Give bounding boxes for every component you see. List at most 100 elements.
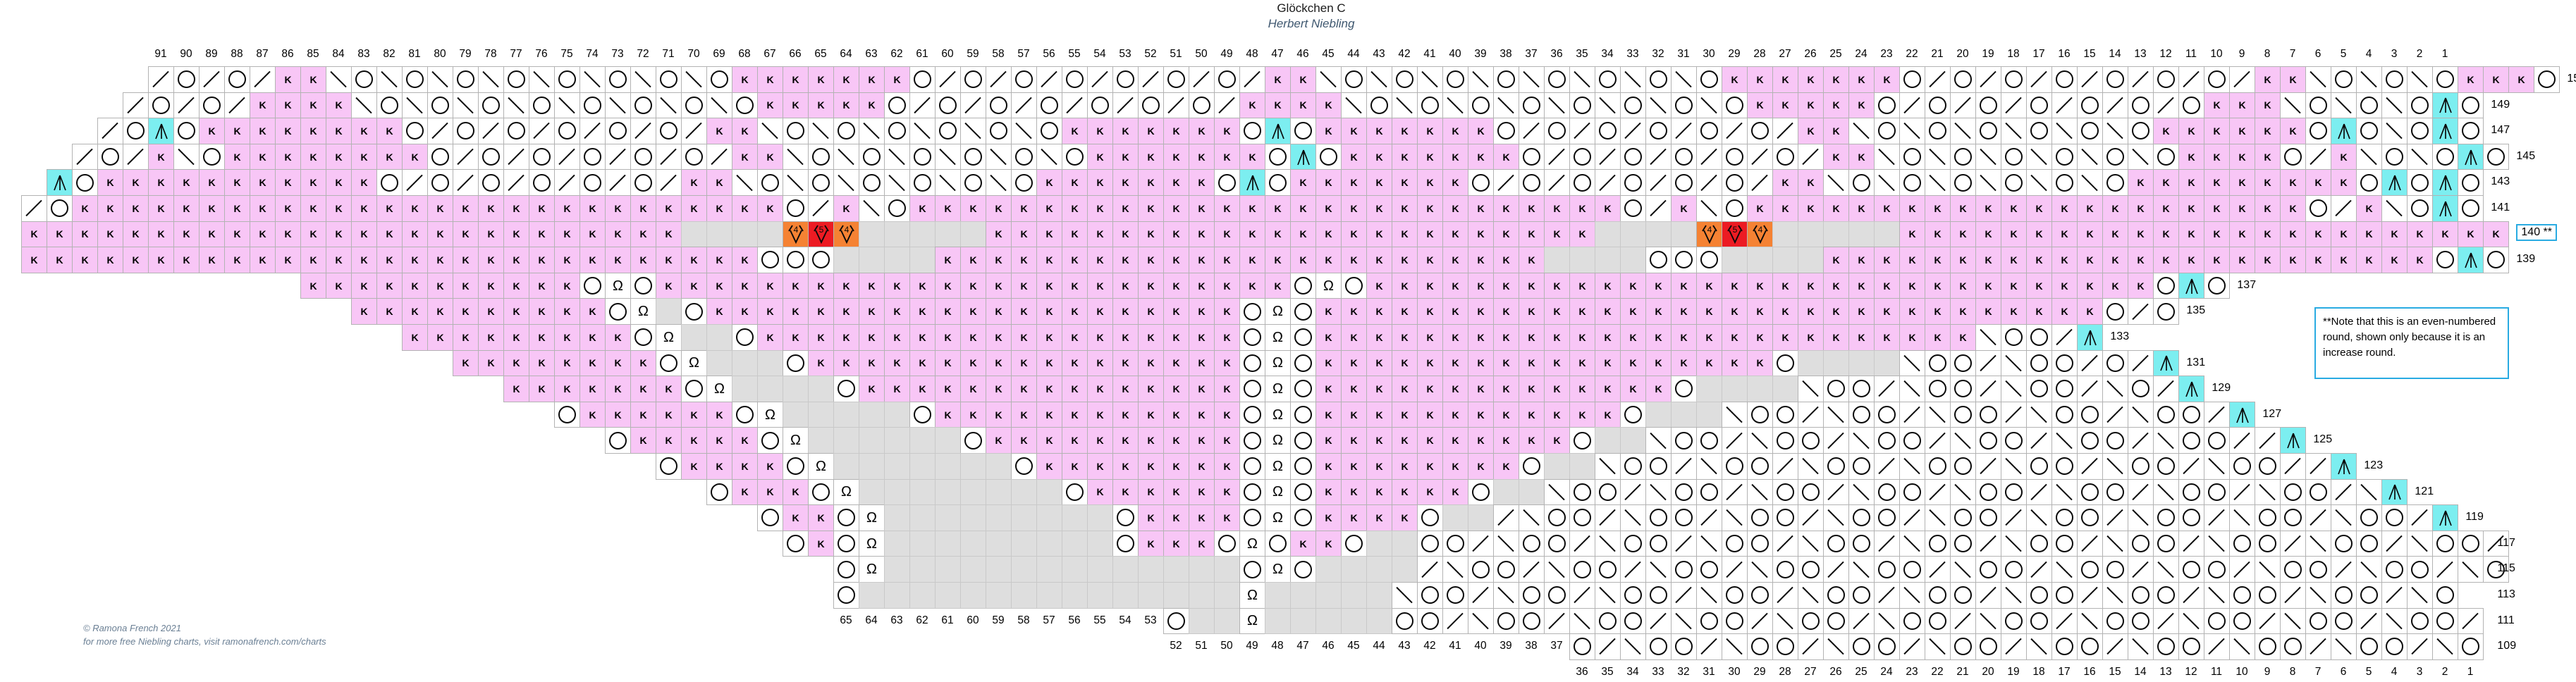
chart-cell: K bbox=[1595, 298, 1621, 325]
knit-symbol: K bbox=[386, 280, 393, 292]
knit-symbol: K bbox=[1528, 228, 1535, 240]
chart-cell: K bbox=[1011, 221, 1037, 248]
knit-symbol: K bbox=[1223, 383, 1231, 395]
ssk-icon bbox=[1519, 505, 1544, 531]
yarnover-icon bbox=[1827, 457, 1845, 476]
knit-symbol: K bbox=[1223, 512, 1231, 523]
k2tog-icon bbox=[1900, 634, 1925, 659]
yarnover-icon bbox=[2056, 535, 2073, 553]
chart-cell bbox=[1874, 92, 1900, 119]
knit-symbol: K bbox=[1172, 486, 1180, 498]
knit-symbol: K bbox=[538, 280, 546, 292]
knit-symbol: K bbox=[995, 280, 1002, 292]
knit-symbol: K bbox=[563, 280, 571, 292]
chart-cell: K bbox=[275, 247, 301, 273]
chart-cell bbox=[1239, 118, 1265, 144]
chart-cell: Ω bbox=[859, 504, 885, 531]
chart-cell: K bbox=[1442, 298, 1468, 325]
chart-cell bbox=[1950, 376, 1976, 402]
knit-symbol: K bbox=[2391, 228, 2398, 240]
knit-symbol: K bbox=[1198, 331, 1206, 343]
knit-symbol: K bbox=[589, 228, 596, 240]
knit-symbol: K bbox=[919, 383, 926, 395]
chart-cell bbox=[2407, 582, 2433, 609]
chart-cell bbox=[2128, 66, 2154, 93]
knit-symbol: K bbox=[2213, 177, 2221, 189]
chart-cell: K bbox=[2001, 247, 2027, 273]
ssk-icon bbox=[1722, 634, 1747, 659]
column-number: 52 bbox=[1170, 640, 1182, 652]
chart-cell: K bbox=[909, 272, 936, 299]
chart-cell: K bbox=[732, 427, 758, 454]
chart-cell bbox=[1950, 582, 1976, 609]
chart-cell: K bbox=[1671, 349, 1697, 377]
knit-symbol: K bbox=[1452, 435, 1459, 447]
chart-cell: K bbox=[2280, 66, 2306, 93]
chart-cell: K bbox=[2102, 247, 2128, 273]
column-number: 47 bbox=[1296, 640, 1309, 652]
knit-symbol: K bbox=[563, 254, 571, 266]
yarnover-icon bbox=[533, 96, 551, 114]
yarnover-icon bbox=[1294, 457, 1312, 476]
k2tog-icon bbox=[1976, 531, 2001, 557]
knit-symbol: K bbox=[614, 357, 622, 369]
make-5-increase-icon: 5 bbox=[1726, 225, 1743, 244]
k2tog-icon bbox=[2204, 634, 2229, 659]
chart-cell bbox=[1544, 66, 1570, 93]
yarnover-icon bbox=[152, 96, 170, 114]
chart-cell bbox=[2458, 92, 2484, 119]
chart-cell bbox=[960, 582, 986, 609]
ssk-icon bbox=[1697, 531, 1722, 557]
chart-cell: K bbox=[1392, 195, 1418, 222]
knit-symbol: K bbox=[2467, 228, 2474, 240]
knit-symbol: K bbox=[208, 254, 216, 266]
k2tog-icon bbox=[2331, 196, 2356, 221]
chart-cell bbox=[2229, 530, 2255, 557]
chart-cell bbox=[402, 66, 428, 93]
knit-symbol: K bbox=[2238, 177, 2246, 189]
central-double-decrease-icon bbox=[2464, 149, 2477, 165]
knit-symbol: K bbox=[233, 125, 241, 137]
chart-cell bbox=[2051, 118, 2078, 144]
chart-cell: K bbox=[1392, 324, 1418, 351]
designer-name: Herbert Niebling bbox=[1268, 17, 1355, 30]
yarnover-icon bbox=[1980, 406, 1997, 424]
chart-cell bbox=[1163, 607, 1189, 635]
yarnover-icon bbox=[1066, 148, 1084, 166]
k2tog-icon bbox=[910, 93, 935, 118]
chart-cell bbox=[1975, 92, 2001, 119]
chart-cell bbox=[1239, 556, 1265, 583]
chart-cell bbox=[1798, 556, 1824, 583]
chart-cell bbox=[2356, 556, 2382, 583]
ssk-icon bbox=[707, 93, 732, 118]
chart-cell: K bbox=[605, 247, 631, 273]
chart-cell bbox=[1899, 169, 1925, 196]
knit-symbol: K bbox=[2264, 177, 2271, 189]
knit-symbol: K bbox=[1020, 435, 1028, 447]
chart-cell: K bbox=[1239, 143, 1265, 170]
chart-cell bbox=[1290, 478, 1316, 506]
k2tog-icon bbox=[682, 118, 706, 144]
column-number: 90 bbox=[180, 48, 192, 60]
k2tog-icon bbox=[1925, 480, 1950, 505]
yarnover-icon bbox=[2081, 122, 2099, 140]
knit-symbol: K bbox=[1122, 331, 1129, 343]
chart-cell bbox=[986, 66, 1012, 93]
k2tog-icon bbox=[2281, 531, 2305, 557]
k2tog-icon bbox=[2128, 299, 2153, 324]
chart-cell: K bbox=[1874, 298, 1900, 325]
chart-cell bbox=[1214, 556, 1240, 583]
ssk-icon bbox=[986, 170, 1011, 195]
column-number: 32 bbox=[1652, 48, 1664, 60]
chart-cell: K bbox=[681, 272, 707, 299]
chart-cell bbox=[1189, 582, 1215, 609]
column-number: 38 bbox=[1499, 48, 1512, 60]
column-number: 89 bbox=[205, 48, 218, 60]
chart-cell bbox=[2026, 376, 2052, 402]
knit-symbol: K bbox=[589, 357, 596, 369]
chart-cell bbox=[2128, 582, 2154, 609]
chart-cell bbox=[1848, 349, 1875, 377]
column-number: 80 bbox=[434, 48, 446, 60]
chart-cell: K bbox=[960, 298, 986, 325]
knit-symbol: K bbox=[2010, 306, 2018, 318]
